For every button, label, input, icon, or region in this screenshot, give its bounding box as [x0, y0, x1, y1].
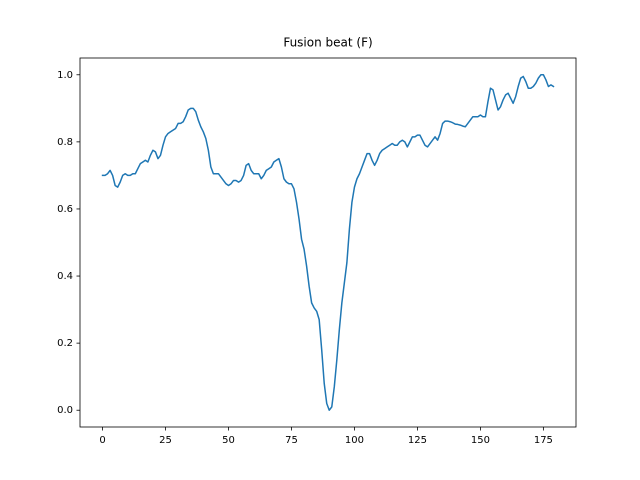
- x-tick-label: 100: [345, 435, 364, 446]
- x-tick-label: 75: [285, 435, 298, 446]
- x-tick-label: 125: [408, 435, 427, 446]
- y-tick-label: 1.0: [57, 70, 73, 81]
- x-tick-label: 25: [159, 435, 172, 446]
- plot-frame: [79, 57, 577, 428]
- y-tick-label: 0.6: [57, 204, 73, 215]
- y-tick-label: 0.0: [57, 405, 73, 416]
- x-tick-label: 50: [222, 435, 235, 446]
- y-tick-label: 0.8: [57, 137, 73, 148]
- data-line: [101, 74, 555, 411]
- x-tick-label: 150: [471, 435, 490, 446]
- x-tick-label: 175: [534, 435, 553, 446]
- chart-title: Fusion beat (F): [283, 36, 372, 50]
- x-tick-label: 0: [99, 435, 105, 446]
- y-tick-label: 0.4: [57, 271, 73, 282]
- y-tick-label: 0.2: [57, 338, 73, 349]
